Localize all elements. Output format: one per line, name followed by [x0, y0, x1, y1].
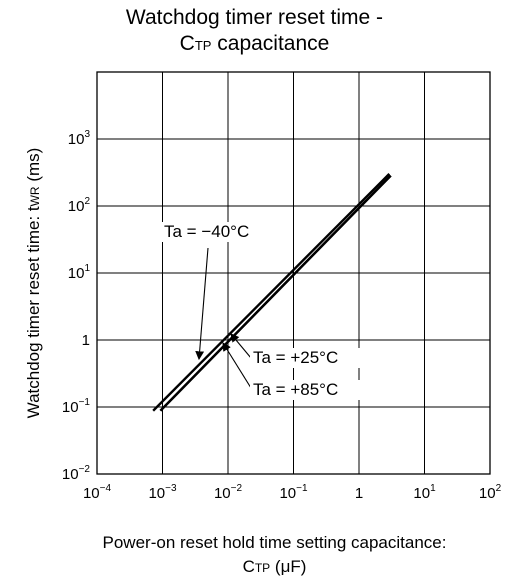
x-tick-label: 10−2 — [214, 483, 243, 502]
x-tick-label: 10−4 — [83, 483, 112, 502]
annotation-leader-line — [230, 333, 252, 359]
chart-title-line2: CTP capacitance — [0, 32, 509, 58]
x-tick-label: 10−3 — [148, 483, 177, 502]
y-tick-label: 101 — [68, 263, 91, 282]
annotation-label-bg — [250, 380, 368, 400]
annotation-label: Ta = −40°C — [164, 222, 249, 241]
plot-frame — [96, 71, 491, 475]
annotation-leader-line — [195, 247, 209, 361]
x-axis-label-line2: CTP (μF) — [20, 556, 509, 579]
y-tick-label: 1 — [82, 332, 90, 349]
series-line-minus40c — [152, 172, 391, 412]
annotation-label: Ta = +25°C — [253, 348, 338, 367]
series-line-plus85c — [159, 174, 392, 412]
x-tick-label: 1 — [355, 485, 363, 502]
x-tick-label: 101 — [413, 483, 436, 502]
y-tick-label: 102 — [68, 196, 91, 215]
y-axis-label: Watchdog timer reset time: tWR (ms) — [24, 148, 43, 419]
x-axis-label-c: C — [242, 557, 255, 576]
chart-title-c: C — [179, 32, 195, 55]
annotation-label-bg — [161, 222, 279, 242]
chart-title-line1: Watchdog timer reset time - — [125, 6, 384, 29]
annotation-leader-line — [222, 342, 252, 389]
annotation-label-bg — [250, 348, 368, 368]
x-tick-label: 10−1 — [279, 483, 308, 502]
chart-title-rest: capacitance — [211, 32, 330, 55]
y-tick-label: 10−1 — [62, 397, 91, 416]
y-tick-label: 103 — [68, 129, 91, 148]
x-axis-label-rest: (μF) — [270, 557, 307, 576]
annotation-label: Ta = +85°C — [253, 380, 338, 399]
x-tick-label: 102 — [479, 483, 502, 502]
chart-title-sub: TP — [194, 38, 212, 53]
y-tick-label: 10−2 — [62, 464, 91, 483]
x-axis-label-sub: TP — [254, 561, 271, 575]
x-axis-label-line1: Power-on reset hold time setting capacit… — [102, 533, 447, 552]
